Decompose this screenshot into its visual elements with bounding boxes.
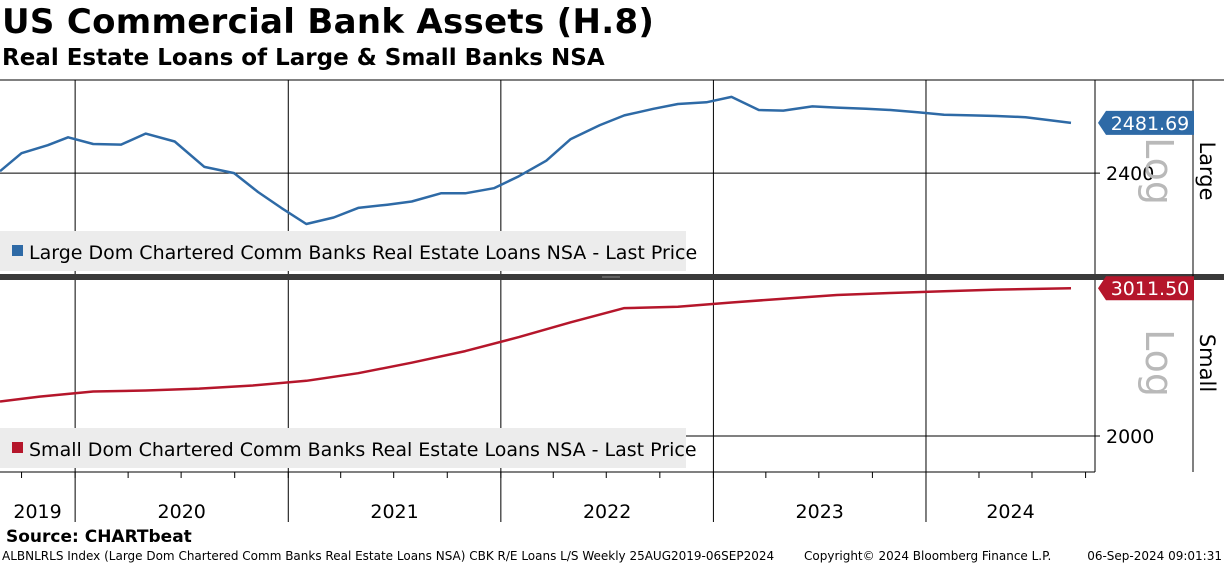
legend-large-label: Large Dom Chartered Comm Banks Real Esta…: [29, 242, 697, 264]
source-note: Source: CHARTbeat: [6, 527, 192, 547]
x-year-label: 2024: [986, 501, 1034, 523]
footer-timestamp: 06-Sep-2024 09:01:31: [1087, 549, 1222, 563]
last-value-label: 3011.50: [1111, 278, 1190, 300]
chart-subtitle: Real Estate Loans of Large & Small Banks…: [2, 45, 605, 71]
last-value-tag: [1098, 110, 1194, 135]
last-value-label: 2481.69: [1111, 113, 1190, 135]
x-year-label: 2023: [796, 501, 844, 523]
last-value-tag: [1098, 276, 1194, 301]
log-scale-label: Log: [1137, 137, 1181, 205]
series-line-small: [0, 286, 1072, 403]
x-year-label: 2021: [370, 501, 418, 523]
legend-small: Small Dom Chartered Comm Banks Real Esta…: [0, 428, 697, 468]
legend-small-label: Small Dom Chartered Comm Banks Real Esta…: [29, 439, 697, 461]
y-tick-label: 2000: [1106, 426, 1154, 448]
y-tick-label: 2400: [1106, 163, 1154, 185]
series-lines: [0, 95, 1072, 403]
gridlines: [0, 80, 1100, 522]
legend-large: Large Dom Chartered Comm Banks Real Esta…: [0, 231, 697, 271]
panel-label: Small: [1195, 334, 1219, 392]
footer-copyright: Copyright© 2024 Bloomberg Finance L.P.: [804, 549, 1052, 563]
panel-label: Large: [1195, 141, 1219, 200]
footer-ticker: ALBNLRLS Index (Large Dom Chartered Comm…: [2, 549, 775, 563]
chart-title: US Commercial Bank Assets (H.8): [2, 2, 655, 42]
x-year-label: 2020: [158, 501, 206, 523]
legend-small-swatch: [12, 442, 23, 453]
x-year-label: 2019: [13, 501, 61, 523]
series-line-large: [0, 95, 1072, 226]
log-scale-label: Log: [1137, 329, 1181, 397]
legend-large-swatch: [12, 245, 23, 256]
x-year-label: 2022: [583, 501, 631, 523]
